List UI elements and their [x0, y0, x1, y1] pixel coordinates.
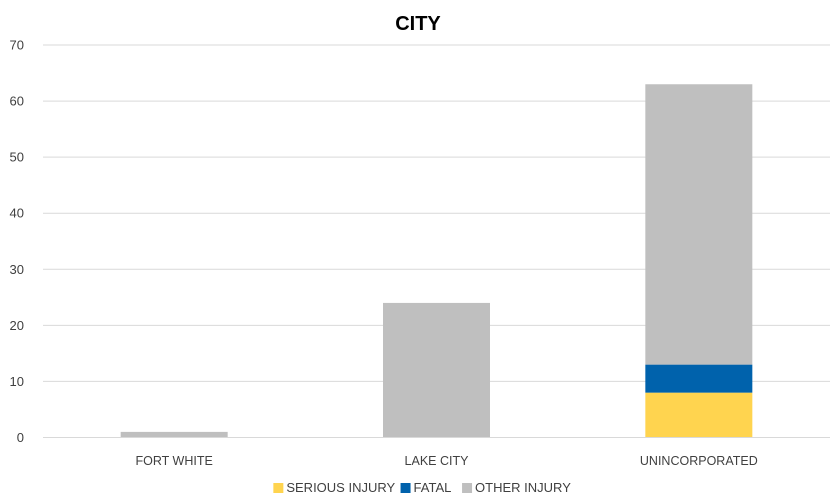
- legend: SERIOUS INJURY FATAL OTHER INJURY: [273, 480, 571, 495]
- bars: [43, 84, 830, 438]
- bar-fort-white-other-injury: [120, 431, 228, 438]
- y-tick-label-30: 30: [10, 262, 24, 277]
- x-tick-label-unincorporated: UNINCORPORATED: [640, 454, 758, 468]
- bar-lake-city-other-injury: [383, 302, 490, 438]
- y-axis-ticks: 0 10 20 30 40 50 60 70: [10, 38, 24, 446]
- legend-label-other-injury: OTHER INJURY: [475, 480, 571, 495]
- bar-unincorporated-other-injury: [645, 84, 753, 365]
- y-tick-label-10: 10: [10, 374, 24, 389]
- legend-label-serious-injury: SERIOUS INJURY: [286, 480, 395, 495]
- x-tick-label-lake-city: LAKE CITY: [405, 454, 470, 468]
- bar-unincorporated-fatal: [645, 364, 753, 393]
- legend-label-fatal: FATAL: [414, 480, 452, 495]
- legend-swatch-other-injury: [462, 483, 473, 493]
- legend-swatch-fatal: [400, 483, 411, 493]
- x-tick-label-fort-white: FORT WHITE: [136, 454, 213, 468]
- y-tick-label-70: 70: [10, 38, 24, 53]
- y-tick-label-20: 20: [10, 318, 24, 333]
- y-tick-label-0: 0: [17, 430, 24, 445]
- y-tick-label-40: 40: [10, 206, 24, 221]
- x-axis-ticks: FORT WHITE LAKE CITY UNINCORPORATED: [136, 454, 758, 468]
- chart-title: CITY: [395, 13, 441, 35]
- y-tick-label-50: 50: [10, 150, 24, 165]
- y-tick-label-60: 60: [10, 94, 24, 109]
- legend-swatch-serious-injury: [273, 483, 284, 493]
- bar-unincorporated-serious-injury: [645, 392, 753, 438]
